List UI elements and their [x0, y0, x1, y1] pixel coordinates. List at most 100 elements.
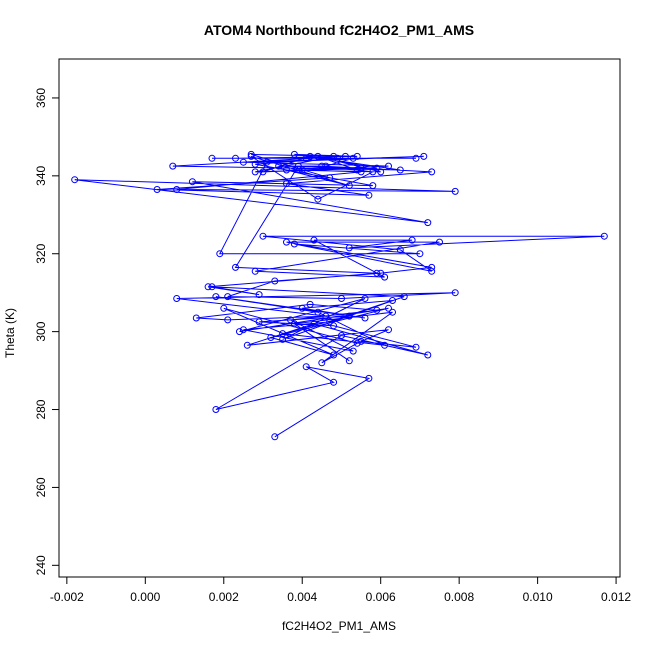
data-point [232, 263, 239, 271]
data-point [369, 182, 377, 190]
plot-area [71, 150, 608, 441]
x-tick-label: 0.008 [444, 590, 474, 604]
data-point [420, 152, 428, 160]
x-tick-label: 0.012 [601, 590, 631, 604]
data-point [365, 191, 373, 199]
data-point [71, 176, 79, 184]
data-point [322, 312, 330, 320]
data-point [224, 316, 232, 324]
data-point [259, 168, 267, 176]
data-point [251, 168, 259, 176]
x-axis-label: fC2H4O2_PM1_AMS [282, 619, 396, 633]
data-point [153, 186, 161, 193]
data-point [239, 158, 247, 166]
data-point [357, 164, 365, 172]
data-point [169, 162, 177, 170]
data-point [247, 150, 255, 158]
data-point [353, 152, 361, 160]
data-point [322, 162, 330, 170]
data-point [349, 347, 357, 355]
data-point [377, 269, 385, 277]
data-point [412, 343, 420, 351]
data-point [302, 154, 310, 162]
data-point [326, 174, 334, 182]
data-point [283, 180, 290, 188]
data-point [275, 162, 283, 170]
y-tick-label: 360 [34, 88, 48, 108]
data-point [283, 166, 290, 174]
data-point [381, 341, 389, 349]
data-point [377, 168, 385, 176]
data-point [188, 178, 196, 186]
data-point [314, 195, 322, 203]
data-point [247, 152, 255, 160]
data-point [338, 295, 345, 302]
y-tick-label: 340 [34, 166, 48, 186]
data-point [338, 332, 345, 339]
data-point [345, 182, 353, 190]
x-tick-label: 0.010 [523, 590, 553, 604]
data-point [239, 326, 247, 334]
data-point [208, 283, 216, 291]
data-point [294, 162, 302, 170]
data-point [271, 277, 279, 285]
data-point [290, 320, 298, 328]
data-point [385, 162, 392, 170]
data-point [330, 322, 338, 330]
data-point [267, 334, 275, 341]
data-point [290, 240, 298, 248]
data-point [400, 293, 408, 301]
data-point [173, 186, 181, 193]
data-point [436, 238, 443, 246]
data-point [373, 164, 381, 172]
data-point [428, 168, 436, 176]
data-point [212, 293, 220, 301]
data-point [349, 154, 357, 162]
data-point [318, 162, 326, 170]
data-point [389, 308, 396, 316]
data-point [212, 406, 220, 413]
data-point [314, 308, 322, 316]
data-point [330, 351, 338, 359]
data-point [220, 304, 228, 312]
x-tick-label: 0.002 [209, 590, 239, 604]
data-point [396, 166, 404, 174]
data-point [357, 337, 365, 345]
data-point [389, 297, 396, 304]
data-point [369, 168, 377, 176]
data-point [408, 236, 416, 244]
data-point [204, 283, 212, 291]
data-point [357, 168, 365, 176]
data-point [306, 152, 314, 160]
data-point [298, 166, 306, 174]
data-point [232, 154, 239, 162]
data-point [416, 250, 424, 258]
data-point [251, 160, 259, 168]
data-point [345, 357, 353, 365]
data-point [428, 263, 436, 271]
data-point [192, 314, 200, 322]
data-point [385, 326, 392, 334]
y-tick-label: 240 [34, 555, 48, 575]
data-point [318, 359, 326, 367]
chart-title: ATOM4 Northbound fC2H4O2_PM1_AMS [204, 22, 474, 38]
data-point [271, 433, 279, 441]
data-point [334, 154, 341, 162]
x-tick-label: 0.004 [287, 590, 317, 604]
data-point [216, 250, 224, 258]
data-point [428, 267, 436, 275]
series-line [74, 153, 605, 438]
data-point [259, 232, 267, 240]
data-point [208, 154, 216, 162]
y-axis-label: Theta (K) [3, 308, 17, 358]
data-point [302, 363, 310, 371]
data-point [424, 351, 432, 359]
data-point [412, 154, 420, 162]
x-tick-label: 0.006 [366, 590, 396, 604]
x-axis: -0.002 0.000 0.002 0.004 0.006 0.008 0.010 0.01… [50, 576, 631, 604]
data-point [236, 328, 243, 336]
y-tick-label: 260 [34, 477, 48, 497]
data-point [330, 152, 338, 160]
data-point [451, 187, 459, 195]
